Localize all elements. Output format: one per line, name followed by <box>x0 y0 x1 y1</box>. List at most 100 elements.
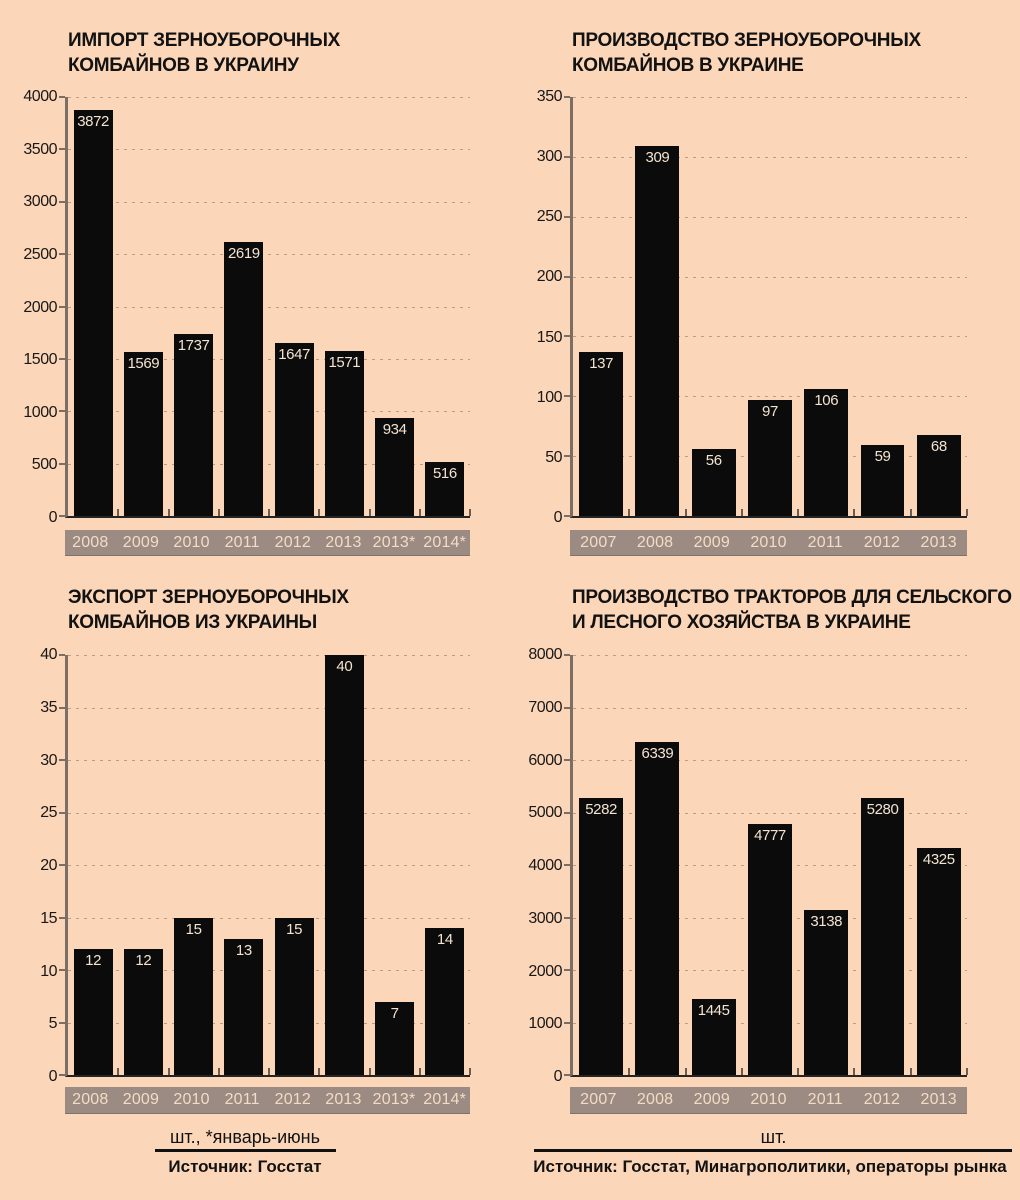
x-axis-category-strip: 2008 2009 2010 2011 2012 2013 2013* 2014* <box>65 1087 470 1114</box>
x-axis-tick <box>268 509 270 516</box>
bar: 12 <box>73 949 113 1075</box>
chart-production-combines: ПРОИЗВОДСТВО ЗЕРНОУБОРОЧНЫХ КОМБАЙНОВ В У… <box>505 0 1020 557</box>
bar: 7 <box>375 1001 415 1075</box>
bar-value-label: 106 <box>814 392 839 410</box>
gridline <box>68 463 470 465</box>
y-tick-label: 30 <box>40 751 57 769</box>
chart-production-tractors: ПРОИЗВОДСТВО ТРАКТОРОВ ДЛЯ СЕЛЬСКОГО И ЛЕ… <box>505 557 1020 1140</box>
bar-slot: 15 <box>169 655 219 1075</box>
bar-value-label: 13 <box>235 941 252 959</box>
x-axis-tick <box>368 509 371 516</box>
y-axis-tick <box>59 200 65 203</box>
chart-title-line: ПРОИЗВОДСТВО ТРАКТОРОВ ДЛЯ СЕЛЬСКОГО <box>572 587 1012 608</box>
x-axis-tick <box>909 509 912 516</box>
y-axis-tick <box>59 1074 65 1076</box>
bars-container: 5282 6339 1445 4777 3138 5280 4325 <box>573 655 967 1075</box>
bars-container: 137 309 56 97 106 59 68 <box>573 97 967 516</box>
y-tick-label: 50 <box>545 448 562 466</box>
chart-title-line: ЭКСПОРТ ЗЕРНОУБОРОЧНЫХ <box>68 587 349 608</box>
y-axis-tick <box>564 515 570 517</box>
y-axis-tick <box>59 515 65 517</box>
y-tick-label: 1000 <box>23 403 57 421</box>
x-axis-category-strip: 2007 2008 2009 2010 2011 2012 2013 <box>570 530 967 556</box>
bar-slot: 7 <box>370 655 420 1075</box>
chart-title: ПРОИЗВОДСТВО ТРАКТОРОВ ДЛЯ СЕЛЬСКОГО И ЛЕ… <box>572 585 1012 635</box>
bar-slot: 1445 <box>686 655 742 1075</box>
bar: 309 <box>635 146 680 516</box>
y-tick-label: 3500 <box>23 140 57 158</box>
y-tick-label: 2500 <box>23 245 57 263</box>
bar-slot: 13 <box>219 655 269 1075</box>
x-category-label: 2010 <box>173 533 210 551</box>
y-axis-tick <box>59 864 65 866</box>
x-category-label: 2012 <box>863 533 901 551</box>
bar-value-label: 15 <box>286 920 303 938</box>
bar: 1571 <box>324 351 364 516</box>
bar-value-label: 1445 <box>697 1002 730 1020</box>
bar: 15 <box>174 917 214 1075</box>
y-tick-label: 3000 <box>528 909 562 927</box>
y-tick-label: 25 <box>40 804 57 822</box>
bar-value-label: 516 <box>432 464 457 482</box>
bar-value-label: 68 <box>930 437 947 455</box>
x-axis-tick <box>628 1068 631 1075</box>
y-axis-tick <box>564 275 570 278</box>
chart-import-combines: ИМПОРТ ЗЕРНОУБОРОЧНЫХ КОМБАЙНОВ В УКРАИНУ… <box>0 0 480 557</box>
y-axis-tick <box>564 864 570 866</box>
y-axis-tick <box>564 759 570 761</box>
x-axis-tick <box>469 1068 471 1075</box>
bar-value-label: 3138 <box>810 913 843 931</box>
gridline <box>68 917 470 919</box>
y-axis-tick <box>59 148 65 151</box>
y-tick-label: 40 <box>40 646 57 663</box>
chart-title: ПРОИЗВОДСТВО ЗЕРНОУБОРОЧНЫХ КОМБАЙНОВ В У… <box>572 28 921 78</box>
x-category-label: 2009 <box>122 1091 160 1108</box>
y-axis-tick <box>59 462 65 465</box>
chart-title-line: КОМБАЙНОВ ИЗ УКРАИНЫ <box>68 612 317 633</box>
bar: 3138 <box>804 910 849 1075</box>
y-axis-tick <box>59 969 65 971</box>
y-axis-tick <box>564 215 570 218</box>
bar: 12 <box>123 949 163 1075</box>
bar: 13 <box>224 938 264 1075</box>
bar-slot: 1737 <box>169 97 219 516</box>
bar-slot: 1647 <box>269 97 319 516</box>
bar-value-label: 4777 <box>754 827 786 845</box>
y-axis-tick <box>59 916 65 919</box>
bar-slot: 97 <box>742 97 798 516</box>
bar: 5280 <box>860 797 905 1075</box>
bar-value-label: 12 <box>135 952 152 969</box>
y-tick-label: 350 <box>536 88 563 105</box>
bar: 1569 <box>123 351 163 516</box>
y-tick-label: 2000 <box>528 962 562 980</box>
x-axis-tick <box>684 509 687 516</box>
x-category-label: 2008 <box>72 1091 109 1108</box>
y-axis-tick <box>59 410 65 413</box>
bar-slot: 3872 <box>68 97 118 516</box>
chart-title: ЭКСПОРТ ЗЕРНОУБОРОЧНЫХ КОМБАЙНОВ ИЗ УКРАИ… <box>68 585 349 635</box>
bar-value-label: 3872 <box>77 113 110 131</box>
y-axis-tick <box>59 706 65 709</box>
left-source-credit: Источник: Госстат <box>168 1157 322 1176</box>
bar: 106 <box>804 389 849 516</box>
y-axis-tick <box>564 916 570 919</box>
x-axis-tick <box>797 1068 800 1075</box>
x-category-label: 2010 <box>173 1091 210 1108</box>
x-category-label: 2011 <box>224 533 260 551</box>
plot-area: 3872 1569 1737 2619 1647 1571 934 516 <box>59 96 471 518</box>
gridline <box>68 865 470 866</box>
x-category-label: 2013 <box>920 533 957 551</box>
x-category-label: 2013 <box>325 1091 362 1108</box>
y-tick-label: 250 <box>536 208 563 226</box>
y-axis-tick <box>564 1074 570 1076</box>
y-tick-label: 1000 <box>528 1015 562 1033</box>
y-tick-label: 0 <box>48 509 58 526</box>
y-axis-tick <box>59 759 65 761</box>
y-tick-label: 3000 <box>23 193 57 211</box>
gridline <box>573 156 967 158</box>
y-axis-tick <box>564 654 570 656</box>
gridline <box>68 201 470 203</box>
x-axis-tick <box>117 1068 120 1075</box>
y-axis-labels: 4000 3500 3000 2500 2000 1500 1000 500 0 <box>0 88 57 526</box>
y-axis-labels: 8000 7000 6000 5000 4000 3000 2000 1000 0 <box>505 646 562 1085</box>
